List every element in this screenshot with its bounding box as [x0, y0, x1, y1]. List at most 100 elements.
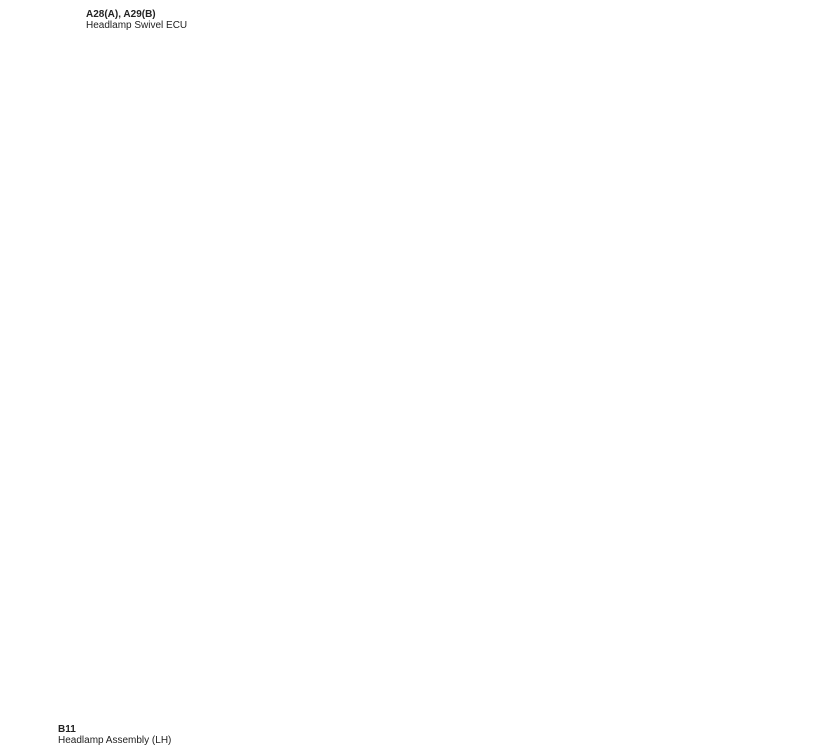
wire-smbl-6: SMBL A 22 W W BA2 11 20 SMBL — [453, 254, 507, 542]
chevron-down-icon — [471, 385, 485, 399]
junction-name: BA3 — [521, 399, 538, 409]
assembly-signal-label: SMBL — [482, 532, 507, 542]
wire-color-code: V–R — [710, 340, 720, 358]
leveling-motor-box — [516, 604, 751, 697]
chevron-down-icon — [718, 385, 732, 399]
wire-color-code-lower: Y–R — [645, 428, 655, 446]
chevron-down-icon — [523, 385, 537, 399]
junction-connector — [269, 396, 297, 411]
assembly-pin-number: 13 — [645, 514, 655, 524]
ecu-signal-label: LL2+ — [650, 254, 670, 264]
ecu-pin-number: 22 — [459, 269, 469, 279]
junction-pin-number: 12 — [257, 399, 267, 409]
ecu-header: A28(A), A29(B) Headlamp Swivel ECU — [86, 9, 187, 31]
wire-color-code-lower: V–R — [710, 428, 720, 446]
junction-pin-number: 14 — [128, 399, 138, 409]
ecu-connector-letter: A — [722, 271, 728, 280]
junction-name: BA2 — [651, 399, 668, 409]
ecu-pin-number: 26 — [135, 269, 145, 279]
ecu-signal-label: BL1– — [143, 254, 164, 264]
assembly-pin-number: 21 — [268, 514, 278, 524]
junction-pin-number: 10 — [322, 399, 332, 409]
junction-connector — [398, 396, 426, 411]
wire-sml-5: SML A 24 Y–B Y–B BA2 9 18 SML — [391, 254, 435, 542]
ecu-connector-letter: A — [592, 271, 598, 280]
junction-connector — [75, 396, 103, 411]
ecu-pin-connector — [210, 266, 226, 282]
ecu-pin-number: 32 — [706, 269, 716, 279]
junction-name: BA3 — [586, 399, 603, 409]
wire-color-code-lower: L–W — [139, 427, 149, 446]
assembly-signal-label: BL2– — [287, 532, 308, 542]
assembly-signal-label: BL1+ — [93, 532, 114, 542]
chevron-down-icon — [405, 385, 419, 399]
ecu-pin-number: 24 — [393, 269, 403, 279]
chevron-down-icon — [341, 385, 355, 399]
ecu-pin-number: 30 — [576, 269, 586, 279]
ecu-pin-connector — [522, 266, 538, 282]
assembly-pin-number: 19 — [333, 514, 343, 524]
wire-ll1-8: LL1– A 30 G G BA3 3 14 LL1– — [574, 254, 619, 542]
ecu-pin-connector — [470, 266, 486, 282]
junction-pin-number: 3 — [574, 399, 579, 409]
assembly-pin-number: 12 — [710, 514, 720, 524]
assembly-pin-number: 24 — [74, 514, 84, 524]
ecu-signal-label: BL2– — [272, 254, 293, 264]
wire-bl1-1: BL1– A 26 L–W L–W BA2 14 23 BL1– — [128, 254, 179, 542]
assembly-pin-number: 15 — [515, 514, 525, 524]
wire-color-code: Y–B — [397, 340, 407, 357]
assembly-pin-number: 23 — [139, 514, 149, 524]
ecu-pin-number: 28 — [264, 269, 274, 279]
wire-smgl-4: SMGL A 19 P–G P–G BA2 10 19 SMGL — [322, 254, 378, 542]
ecu-pin-number: 19 — [329, 269, 339, 279]
ecu-pin-connector — [587, 266, 603, 282]
chevron-down-icon — [147, 385, 161, 399]
junction-name: BA2 — [469, 399, 486, 409]
wire-color-code: G — [580, 345, 590, 352]
swivel-motor-box — [62, 604, 505, 697]
chevron-down-icon — [211, 385, 225, 399]
wire-color-code-lower: L–R — [203, 428, 213, 445]
assembly-signal-label: SMGL — [352, 532, 378, 542]
junction-pin-number: 7 — [704, 399, 709, 409]
junction-name: BA2 — [403, 399, 420, 409]
assembly-signal-label: LL2– — [729, 532, 749, 542]
ecu-signal-label: BL2+ — [207, 254, 228, 264]
assembly-signal-label: LL1+ — [534, 532, 554, 542]
junction-pin-number: 15 — [63, 399, 73, 409]
junction-connector — [334, 396, 362, 411]
assembly-signal-label: SML — [416, 532, 435, 542]
wire-color-code-lower: B–L — [74, 429, 84, 445]
junction-connector — [140, 396, 168, 411]
assembly-header: B11 Headlamp Assembly (LH) — [58, 724, 171, 746]
junction-connector — [646, 396, 674, 411]
wire-color-code: L–R — [203, 340, 213, 357]
wire-color-code-lower: Y–B — [397, 428, 407, 445]
ecu-connector-letter: A — [409, 271, 415, 280]
ecu-pin-connector — [717, 266, 733, 282]
wire-bl2-2: BL2+ A 27 L–R L–R BA2 13 22 BL2+ — [192, 254, 243, 542]
junction-pin-number: 9 — [391, 399, 396, 409]
leveling-motor-label: Headlamp Leveling Motor — [577, 700, 692, 711]
ecu-signal-label: SMGL — [335, 254, 361, 264]
junction-name: BA2 — [80, 399, 97, 409]
wire-color-code-lower: R–G — [515, 428, 525, 447]
assembly-pin-number: 14 — [580, 514, 590, 524]
wire-bl1-0: BL1+ A 25 B–L B–L BA2 15 24 BL1+ — [63, 254, 114, 542]
wire-color-code: R–G — [515, 340, 525, 359]
wire-color-code: P–G — [333, 340, 343, 358]
ecu-connector-letter: A — [86, 271, 92, 280]
ecu-signal-label: LL2– — [715, 254, 735, 264]
junction-pin-number: 11 — [453, 399, 462, 409]
ecu-signal-label: LL1+ — [520, 254, 540, 264]
ecu-signal-label: SML — [403, 254, 422, 264]
junction-connector — [516, 396, 544, 411]
wire-color-code: V — [268, 346, 278, 352]
ecu-connector-letter: A — [527, 271, 533, 280]
ecu-pin-connector — [404, 266, 420, 282]
junction-name: BA2 — [209, 399, 226, 409]
ecu-signal-label: LL1– — [585, 254, 605, 264]
ecu-pin-number: 31 — [641, 269, 651, 279]
wire-ll1-7: LL1+ A 29 R–G R–G BA3 4 15 LL1+ — [509, 254, 554, 542]
